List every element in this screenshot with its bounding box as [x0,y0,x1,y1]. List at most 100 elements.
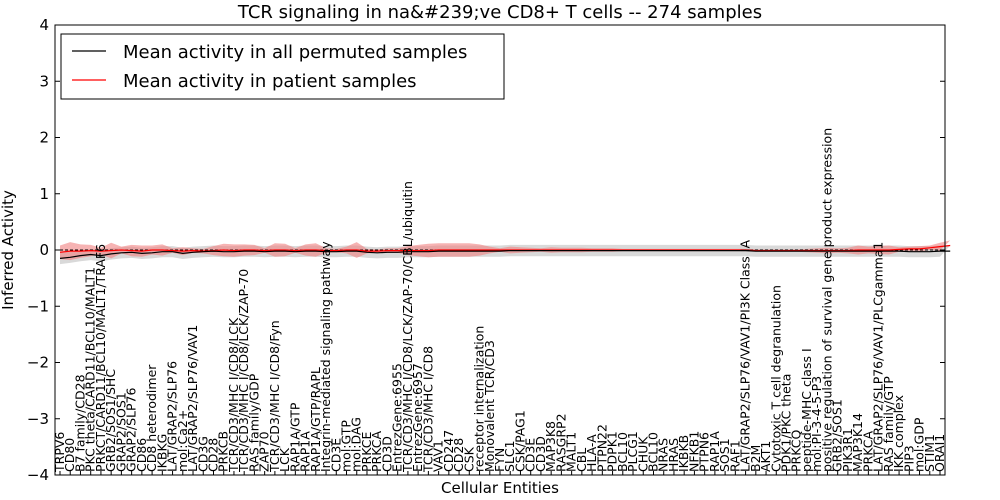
category-label: TCR/CD3/MHC I/CD8/LCK/ZAP-70 [236,269,251,473]
category-label: HLA-A [584,434,599,472]
category-label: IKK complex [891,395,906,472]
legend-entry-patient: Mean activity in patient samples [123,71,417,92]
chart-title: TCR signaling in na&#239;ve CD8+ T cells… [237,2,762,23]
category-label: CD3G [195,436,210,472]
category-label: LCK [277,447,292,472]
category-label: MALT1 [564,432,579,472]
legend-entry-permuted: Mean activity in all permuted samples [123,42,467,63]
legend-box [60,33,505,100]
category-label: EntrezGene:6955 [390,363,405,472]
category-label: PTPN22 [594,424,609,472]
category-label: CD28 [206,438,221,472]
category-label: GRB2/SOS1/SHC [103,369,118,472]
category-label: CSK/PAG1 [513,410,528,472]
category-label: mol:PI-3-4-5-P3 [809,376,824,472]
category-label: MAP3K14 [850,413,865,472]
category-label: ORAI1 [932,434,947,472]
line-permuted [59,250,951,259]
category-label: TCR/CD3/MHC I/CD8/LCK [226,317,241,473]
x-axis-label: Cellular Entities [441,479,559,497]
category-label: PTPN6 [697,432,712,472]
category-label: MAP3K8 [543,421,558,472]
category-label: TCR/CD3/MHC I/CD8 [420,346,435,473]
category-label: RAP1A/GTP [287,402,302,472]
category-label: LAT/GRAP2/SLP76 [165,361,180,472]
category-label: CHUK [635,436,650,472]
category-label: ZAP70 [257,431,272,472]
category-label: PDK1/PKC theta [779,374,794,472]
category-label: CD86 [134,438,149,472]
category-label: PLCG1 [625,431,640,472]
category-label: EntrezGene:6957 [410,363,425,472]
category-label: RASGRP2 [553,413,568,472]
category-label: B7 family/CD28 [73,374,88,472]
category-label: CD80 [62,438,77,472]
category-label: LAT/GRAP2/SLP76/VAV1 [185,325,200,472]
category-label: NRAS [656,438,671,472]
category-label: IKBKB [676,435,691,472]
category-label: BCL10 [646,432,661,472]
category-label: mol:GDP [912,417,927,472]
category-label: CD8 heterodimer [144,364,159,472]
category-label: RAP1A/GTP/RAPL [308,367,323,472]
category-label: RAP1A [298,431,313,472]
series-lines [59,244,951,259]
y-tick-label: −1 [27,297,49,315]
category-label: NFKB1 [686,431,701,472]
category-label: SLC1 [502,440,517,472]
category-label: SOS1 [717,438,732,472]
category-label: RAP1A [707,431,722,472]
category-label: CD3D [379,436,394,472]
category-label: mol:GTP [339,420,354,472]
category-label: PRKCA [860,431,875,472]
category-label: TCR/CD3/MHC I/CD8/Fyn [267,320,282,473]
legend: Mean activity in all permuted samples Me… [60,33,505,100]
category-label: STIM1 [922,434,937,472]
y-tick-label: 0 [39,241,49,259]
category-label: RAS family/GTP [881,376,896,472]
plot-area-frame [54,24,946,476]
category-label: BCL10 [615,432,630,472]
category-label: PRKCB [216,431,231,472]
category-label: CD3E [328,438,343,472]
y-tick-label: 4 [39,16,49,34]
category-label: PRKCA [369,431,384,472]
category-label: receptor internalization [472,326,487,472]
category-label: HRAS [666,438,681,472]
category-label: LAT/GRAP2/SLP76/VAV1/PI3K Class IA [738,240,753,472]
category-label: PDPK1 [605,431,620,472]
category-label: Cytotoxic T cell degranulation [768,285,783,472]
category-label: PRKCQ [789,430,804,472]
y-tick-label: −4 [27,466,49,484]
category-label: CBL [574,448,589,472]
category-label: FYN [492,448,507,472]
y-tick-label: −2 [27,354,49,372]
category-label: PIP3 [901,445,916,472]
category-label: RAS family/GDP [246,373,261,472]
y-tick-label: 3 [39,72,49,90]
category-label: CSK [461,446,476,472]
category-label: CD28 [451,438,466,472]
y-tick-label: 1 [39,185,49,203]
category-label: Monovalent TCR/CD3 [482,340,497,472]
category-label: B2M [748,445,763,472]
category-label: CD3D [533,436,548,472]
category-label: GRB2/SOS1 [830,399,845,472]
category-label: CD247 [441,430,456,472]
category-label: positive regulation of survival gene pro… [819,128,834,472]
category-label: Integrin-mediated signaling pathway [318,241,333,472]
category-label: LAT/GRAP2/SLP76/VAV1/PLCgamma1 [871,242,886,472]
category-label: peptide-MHC class I [799,348,814,472]
category-label: RAF1 [727,440,742,472]
axis-ticks: −4 −3 −2 −1 0 1 2 3 4 [27,16,945,484]
y-tick-label: −3 [27,410,49,428]
category-label: PIK3R1 [840,428,855,472]
category-label: TCR/CD3/MHC I/CD8/LCK/ZAP-70/CBL/ubiquit… [400,181,415,473]
category-label: PKC theta/CARD11/BCL10/MALT1 [83,267,98,472]
category-label: GRAP2/SLP76 [124,387,139,472]
y-axis-label: Inferred Activity [0,190,17,310]
category-label: TRPV6 [52,432,67,473]
category-label: GRAP2/SOS1 [113,392,128,472]
